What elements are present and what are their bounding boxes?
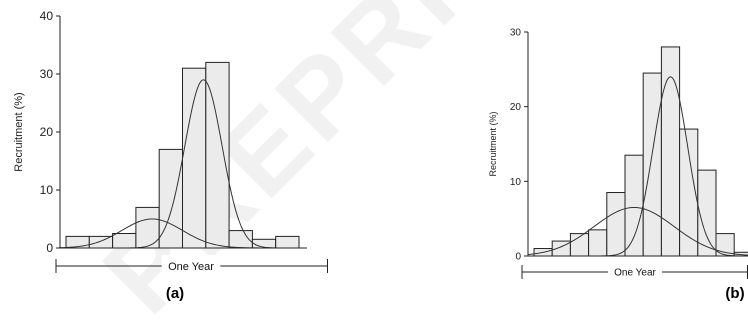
histogram-bar (182, 67, 207, 249)
histogram-bar (642, 72, 662, 257)
histogram-bar (606, 192, 626, 257)
year-span-label-bg (161, 255, 221, 277)
year-span-label-bg (608, 262, 662, 282)
watermark: PREPRINT (80, 0, 594, 330)
histogram-bar (112, 233, 137, 249)
fitted-curve (528, 206, 748, 256)
panel-label: (a) (166, 285, 184, 302)
y-tick-label: 30 (510, 28, 522, 39)
y-tick-label: 40 (40, 9, 54, 23)
histogram-bar (588, 229, 608, 257)
y-axis-label: Recruitment (%) (13, 92, 25, 171)
chart-panel-b: 0 10 20 30 Recruitment (%) One Year (b) (488, 28, 748, 302)
y-axis-label: Recruitment (%) (488, 111, 498, 176)
histogram-bar (624, 154, 644, 257)
y-tick-label: 30 (40, 67, 54, 81)
histogram-bar (205, 61, 230, 249)
panel-label: (b) (725, 285, 744, 302)
y-tick-label: 10 (40, 183, 54, 197)
histogram-bar (88, 235, 114, 249)
y-tick-label: 0 (46, 241, 53, 255)
y-tick-label: 20 (40, 125, 54, 139)
chart-panel-a: 0 10 20 30 40 Recruitment (%) One Year (a) (13, 9, 328, 302)
histogram-bar (660, 46, 681, 257)
y-tick-label: 0 (515, 252, 521, 263)
x-axis-label: One Year (168, 261, 214, 273)
histogram-bar (275, 235, 300, 249)
x-axis-label: One Year (614, 268, 656, 279)
y-tick-label: 20 (510, 102, 522, 113)
histogram-bar (697, 169, 717, 257)
y-tick-label: 10 (510, 177, 522, 188)
